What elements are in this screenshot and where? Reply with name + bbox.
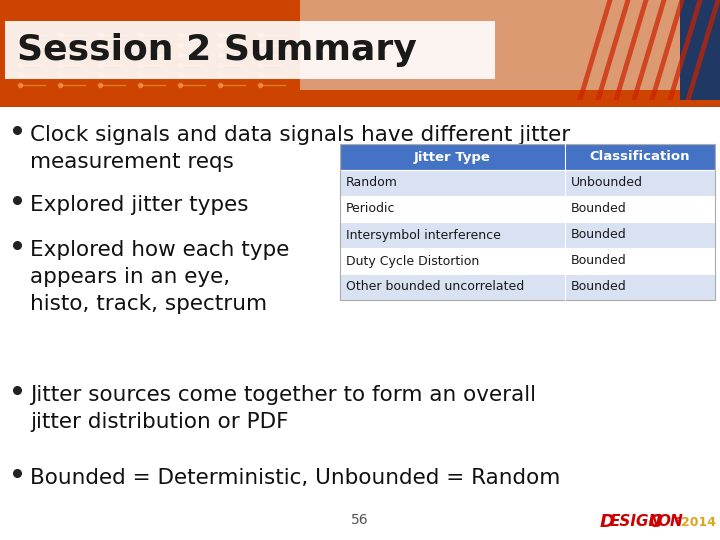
Text: Intersymbol interference: Intersymbol interference bbox=[346, 228, 501, 241]
Text: Clock signals and data signals have different jitter
measurement reqs: Clock signals and data signals have diff… bbox=[30, 125, 570, 172]
Text: ON: ON bbox=[657, 515, 683, 530]
Text: Duty Cycle Distortion: Duty Cycle Distortion bbox=[346, 254, 480, 267]
Text: Jitter sources come together to form an overall
jitter distribution or PDF: Jitter sources come together to form an … bbox=[30, 385, 536, 432]
Text: Jitter Type: Jitter Type bbox=[414, 151, 491, 164]
Bar bbox=[340, 144, 715, 170]
Bar bbox=[340, 222, 715, 248]
Bar bbox=[340, 144, 715, 300]
Text: Bounded = Deterministic, Unbounded = Random: Bounded = Deterministic, Unbounded = Ran… bbox=[30, 468, 560, 488]
Bar bbox=[0, 0, 720, 100]
Text: ®: ® bbox=[674, 517, 683, 526]
Text: Session 2 Summary: Session 2 Summary bbox=[17, 33, 417, 67]
Text: Bounded: Bounded bbox=[571, 280, 626, 294]
Text: Classification: Classification bbox=[590, 151, 690, 164]
Bar bbox=[340, 196, 715, 222]
Text: Unbounded: Unbounded bbox=[571, 177, 643, 190]
Text: Bounded: Bounded bbox=[571, 254, 626, 267]
Text: Bounded: Bounded bbox=[571, 228, 626, 241]
Text: Periodic: Periodic bbox=[346, 202, 395, 215]
Bar bbox=[340, 274, 715, 300]
Text: 56: 56 bbox=[351, 513, 369, 527]
Text: D: D bbox=[600, 513, 615, 531]
Text: ESIGN: ESIGN bbox=[610, 515, 662, 530]
Bar bbox=[340, 248, 715, 274]
Text: Explored jitter types: Explored jitter types bbox=[30, 195, 248, 215]
Text: Other bounded uncorrelated: Other bounded uncorrelated bbox=[346, 280, 524, 294]
Bar bbox=[300, 0, 680, 90]
Text: Bounded: Bounded bbox=[571, 202, 626, 215]
Text: 2014: 2014 bbox=[681, 516, 716, 529]
Bar bbox=[680, 0, 720, 100]
Text: Explored how each type
appears in an eye,
histo, track, spectrum: Explored how each type appears in an eye… bbox=[30, 240, 289, 314]
Bar bbox=[340, 170, 715, 196]
Text: Random: Random bbox=[346, 177, 398, 190]
Bar bbox=[5, 21, 495, 79]
Text: C: C bbox=[648, 513, 661, 531]
Bar bbox=[0, 100, 720, 107]
